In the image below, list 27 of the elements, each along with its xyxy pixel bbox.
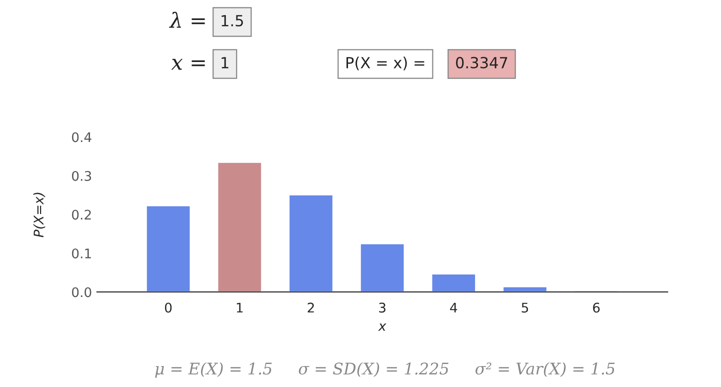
x-tick-label: 2 bbox=[308, 302, 314, 312]
x-tick-label: 0 bbox=[164, 302, 172, 313]
text: 0.3347 bbox=[456, 56, 508, 68]
y-tick-label: 0.2 bbox=[72, 210, 91, 220]
y-tick-label: 0.1 bbox=[72, 248, 91, 258]
bar bbox=[288, 194, 334, 292]
text: μ = E(X) = 1.5 σ = SD(X) = 1.225 σ² = Var(X) = 1.5 bbox=[155, 362, 615, 378]
y-tick-label: 0.3 bbox=[72, 170, 92, 181]
x-tick-label: 3 bbox=[379, 302, 386, 313]
bar bbox=[216, 161, 262, 292]
bar bbox=[360, 242, 406, 292]
text: λ = bbox=[169, 12, 205, 28]
x-tick-label: 6 bbox=[593, 302, 600, 313]
y-axis-title: P(X=x) bbox=[33, 192, 46, 238]
y-tick-label: 0.0 bbox=[72, 287, 92, 298]
bar bbox=[146, 204, 192, 292]
x-tick-label: 1 bbox=[236, 302, 243, 312]
y-tick-label: 0.4 bbox=[72, 132, 92, 142]
bar bbox=[502, 286, 548, 292]
x-axis-title: x bbox=[378, 324, 386, 331]
text: P(X = x) = bbox=[346, 56, 424, 70]
text: 1 bbox=[222, 57, 228, 68]
x-tick-label: 5 bbox=[522, 302, 528, 313]
text: 1.5 bbox=[222, 15, 243, 26]
text: x = bbox=[171, 58, 205, 70]
x-tick-label: 4 bbox=[450, 302, 458, 312]
bar bbox=[430, 273, 476, 292]
